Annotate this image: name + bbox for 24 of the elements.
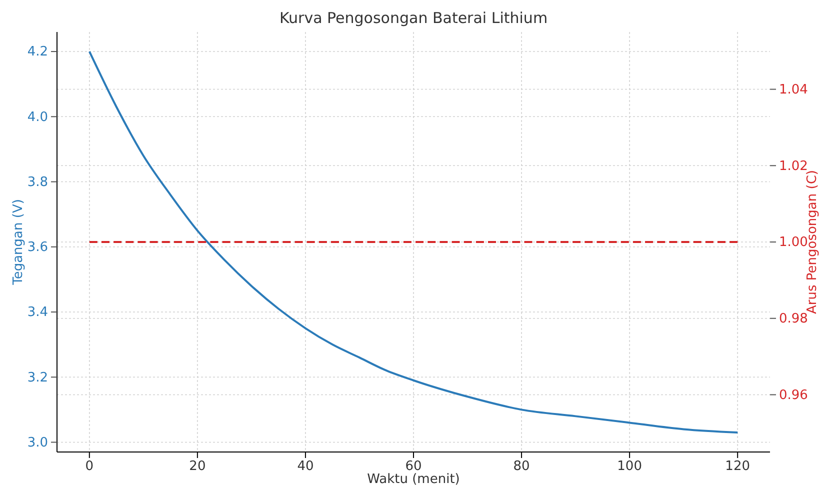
y2-tick-label: 1.00 [779, 235, 808, 250]
y-tick-label: 3.0 [27, 435, 48, 450]
y-tick-label: 3.6 [27, 240, 48, 256]
x-tick-label: 120 [725, 459, 750, 474]
x-tick-label: 0 [85, 459, 94, 474]
x-tick-label: 80 [513, 459, 530, 474]
x-tick-label: 20 [189, 459, 206, 474]
y-tick-label: 4.2 [27, 44, 48, 60]
y2-tick-label: 1.02 [779, 158, 808, 174]
y2-tick-label: 1.04 [779, 82, 808, 98]
x-tick-label: 100 [617, 459, 642, 474]
y-tick-label: 3.2 [27, 370, 48, 386]
y2-tick-label: 0.96 [779, 388, 808, 403]
y2-tick-label: 0.98 [779, 312, 808, 327]
x-tick-label: 60 [405, 459, 422, 474]
x-axis-title: Waktu (menit) [367, 472, 460, 487]
y-axis-title: Tegangan (V) [11, 199, 26, 286]
y-tick-label: 4.0 [27, 110, 48, 125]
y2-axis-title: Arus Pengosongan (C) [805, 170, 820, 314]
line-series [88, 50, 739, 434]
x-tick-label: 40 [297, 459, 314, 474]
y-tick-label: 3.8 [27, 174, 48, 190]
chart-title: Kurva Pengosongan Baterai Lithium [279, 9, 548, 27]
y-tick-label: 3.4 [27, 305, 48, 320]
